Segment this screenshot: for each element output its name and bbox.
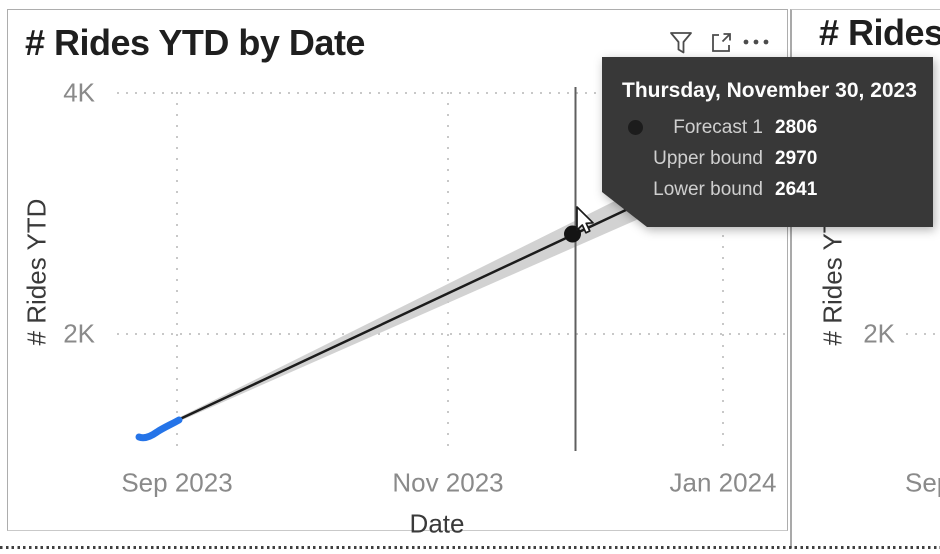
gridline-2k	[117, 333, 786, 335]
filter-icon[interactable]	[669, 30, 693, 56]
tooltip-label: Lower bound	[653, 178, 763, 200]
tooltip-value: 2970	[775, 147, 818, 169]
tooltip-label: Upper bound	[653, 147, 763, 169]
gridline-4k	[117, 92, 786, 94]
gridline-sep	[176, 92, 178, 452]
y-tick-4k: 4K	[63, 77, 95, 108]
tooltip: Thursday, November 30, 2023 Forecast 1 2…	[602, 57, 933, 227]
x-tick-sep: Sep 2023	[121, 467, 233, 498]
x-tick-nov: Nov 2023	[392, 467, 504, 498]
x-axis-title: Date	[409, 508, 465, 539]
x-tick-sep-right: Sep 2023	[905, 467, 940, 498]
mouse-cursor-icon	[576, 206, 594, 234]
tooltip-row-forecast: Forecast 1 2806	[602, 112, 933, 143]
tooltip-value: 2806	[775, 116, 818, 138]
gridline-2k-right	[906, 333, 940, 335]
gridline-jan	[722, 92, 724, 452]
tooltip-label: Forecast 1	[673, 116, 763, 138]
focus-mode-icon[interactable]	[710, 32, 732, 54]
series-marker-icon	[628, 120, 643, 135]
tooltip-row-upper-bound: Upper bound 2970	[602, 143, 933, 174]
tooltip-row-lower-bound: Lower bound 2641	[602, 174, 933, 205]
chart-title: # Rides YTD by Date	[25, 22, 365, 63]
chart-title-right: # Rides YTD by Date	[819, 12, 940, 53]
gridline-nov	[447, 92, 449, 452]
y-tick-2k: 2K	[63, 318, 95, 349]
tooltip-date-title: Thursday, November 30, 2023	[622, 79, 917, 102]
tooltip-value: 2641	[775, 178, 818, 200]
more-options-icon[interactable]	[741, 37, 773, 47]
y-tick-2k-right: 2K	[863, 318, 895, 349]
x-tick-jan: Jan 2024	[669, 467, 777, 498]
report-page-edge	[0, 546, 940, 549]
y-axis-title: # Rides YTD	[21, 198, 52, 346]
